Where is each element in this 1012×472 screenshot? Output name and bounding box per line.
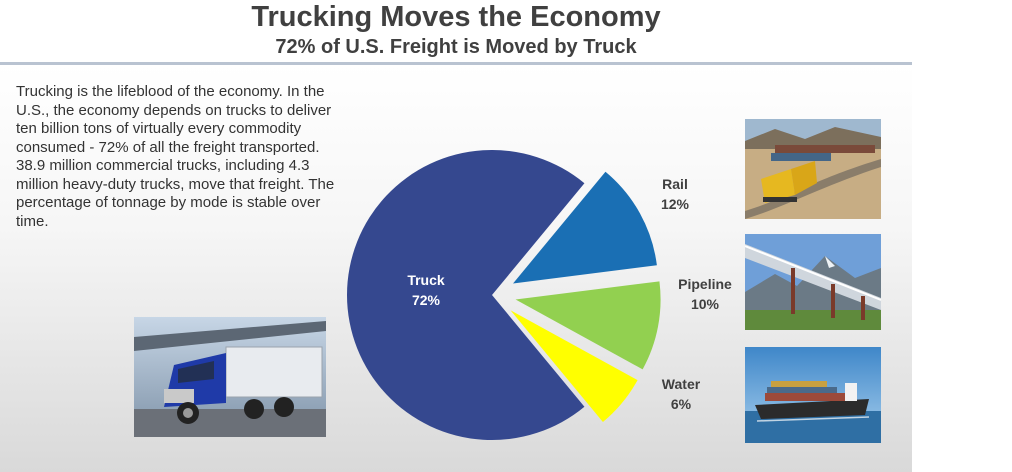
body-paragraph-1: Trucking is the lifeblood of the economy…: [16, 83, 332, 156]
title-divider: [0, 62, 912, 65]
slice-label-water: Water 6%: [646, 374, 716, 414]
pipeline-photo-icon: [745, 234, 881, 330]
pie-slice-pipeline: [515, 281, 661, 370]
pie-slice-water: [510, 310, 638, 423]
container-ship-photo-icon: [745, 347, 881, 443]
slice-name-truck: Truck: [407, 272, 445, 288]
body-text: Trucking is the lifeblood of the economy…: [16, 83, 356, 231]
slice-name-water: Water: [661, 376, 701, 392]
slice-label-truck: Truck 72%: [390, 270, 462, 310]
slice-label-rail: Rail 12%: [640, 174, 710, 214]
slice-name-rail: Rail: [662, 176, 688, 192]
slice-value-pipeline: 10%: [690, 296, 720, 312]
pie-slice-truck: [347, 150, 585, 440]
page-title: Trucking Moves the Economy: [251, 1, 661, 33]
freight-pie-chart: [347, 150, 661, 440]
page-subtitle: 72% of U.S. Freight is Moved by Truck: [275, 36, 637, 58]
slice-value-truck: 72%: [411, 292, 441, 308]
slice-name-pipeline: Pipeline: [678, 276, 732, 292]
slice-label-pipeline: Pipeline 10%: [666, 274, 744, 314]
slice-value-water: 6%: [670, 396, 692, 412]
slice-value-rail: 12%: [660, 196, 690, 212]
semi-truck-photo-icon: [134, 317, 326, 437]
body-paragraph-2: 38.9 million commercial trucks, includin…: [16, 157, 335, 230]
pie-slice-rail: [513, 171, 657, 284]
freight-train-photo-icon: [745, 119, 881, 219]
